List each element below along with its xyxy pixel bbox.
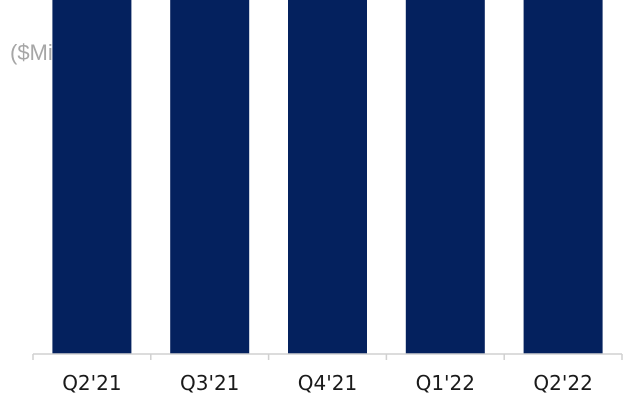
bar [405, 0, 485, 354]
bars-group [52, 0, 603, 355]
x-tick-label: Q2'22 [533, 371, 592, 395]
x-tick-labels-group: Q2'21 Q3'21 Q4'21 Q1'22 Q2'22 [62, 371, 593, 395]
bar [288, 0, 367, 354]
bar [170, 0, 250, 355]
bar [52, 0, 132, 354]
bar [523, 0, 603, 354]
x-axis-ticks-group [32, 354, 623, 360]
x-tick-label: Q3'21 [180, 371, 239, 395]
x-tick-label: Q2'21 [62, 371, 121, 395]
x-tick-label: Q4'21 [298, 371, 357, 395]
x-tick-label: Q1'22 [416, 371, 475, 395]
